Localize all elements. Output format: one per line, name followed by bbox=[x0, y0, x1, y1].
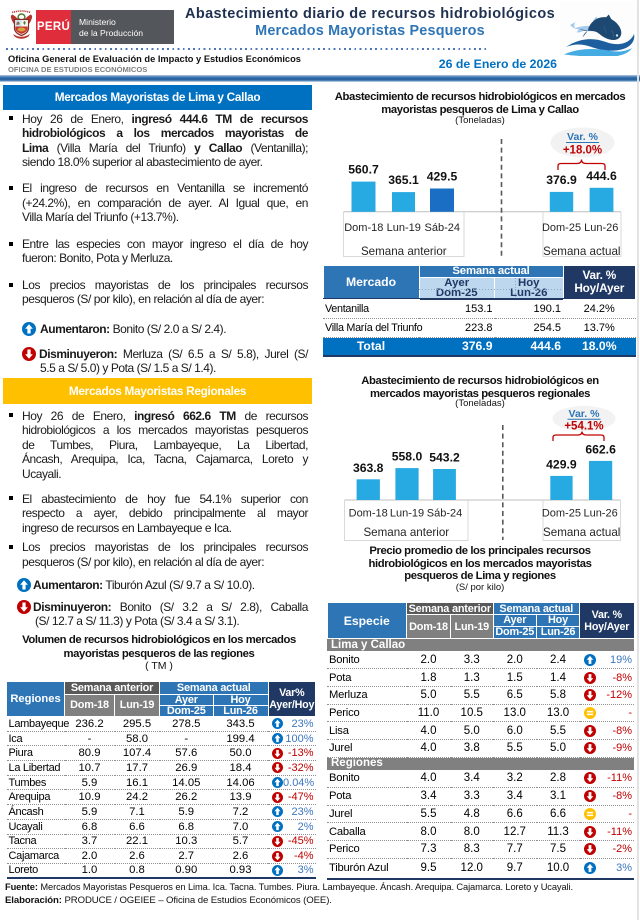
svg-text:+54.1%: +54.1% bbox=[564, 421, 603, 433]
svg-text:Semana actual: Semana actual bbox=[543, 245, 620, 258]
svg-text:543.2: 543.2 bbox=[429, 451, 460, 465]
svg-text:365.1: 365.1 bbox=[388, 173, 419, 187]
svg-text:429.5: 429.5 bbox=[427, 170, 458, 184]
svg-text:+18.0%: +18.0% bbox=[563, 145, 602, 157]
svg-text:662.6: 662.6 bbox=[585, 442, 616, 456]
svg-text:560.7: 560.7 bbox=[348, 163, 379, 177]
svg-text:444.6: 444.6 bbox=[586, 169, 617, 183]
svg-text:Semana anterior: Semana anterior bbox=[361, 245, 447, 258]
svg-text:Lun-26: Lun-26 bbox=[583, 508, 617, 520]
svg-text:Dom-18: Dom-18 bbox=[344, 222, 383, 234]
svg-text:Semana actual: Semana actual bbox=[543, 526, 620, 539]
svg-text:Var. %: Var. % bbox=[567, 131, 599, 143]
svg-text:Lun-19: Lun-19 bbox=[390, 508, 424, 520]
svg-text:558.0: 558.0 bbox=[392, 450, 423, 464]
svg-text:Lun-26: Lun-26 bbox=[584, 222, 618, 234]
svg-text:Dom-25: Dom-25 bbox=[542, 508, 581, 520]
svg-text:Dom-25: Dom-25 bbox=[542, 222, 581, 234]
svg-text:Sáb-24: Sáb-24 bbox=[425, 222, 460, 234]
svg-text:429.9: 429.9 bbox=[546, 457, 577, 471]
svg-text:376.9: 376.9 bbox=[546, 173, 577, 187]
svg-text:363.8: 363.8 bbox=[353, 461, 384, 475]
svg-text:Semana anterior: Semana anterior bbox=[363, 526, 449, 539]
svg-text:Var. %: Var. % bbox=[569, 408, 601, 420]
svg-text:Dom-18: Dom-18 bbox=[349, 508, 388, 520]
svg-text:Sáb-24: Sáb-24 bbox=[427, 508, 462, 520]
svg-text:Lun-19: Lun-19 bbox=[387, 222, 421, 234]
